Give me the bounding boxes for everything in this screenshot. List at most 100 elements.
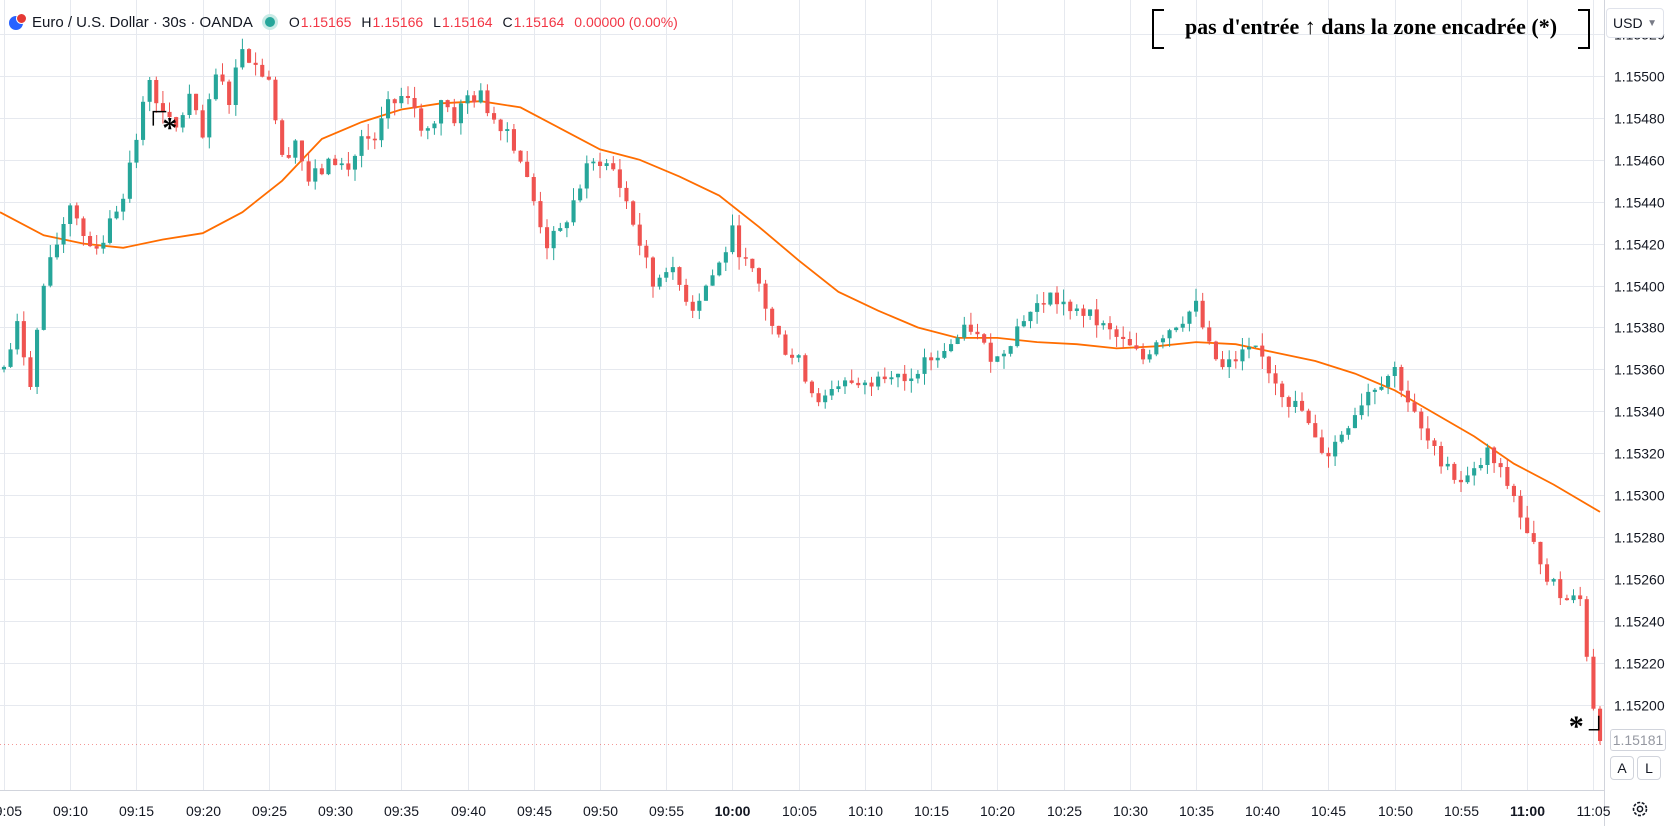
candle-body <box>1273 373 1278 384</box>
candle-body <box>101 242 106 249</box>
candle <box>869 376 874 396</box>
candle <box>134 133 139 169</box>
candle <box>1074 304 1079 316</box>
gear-icon[interactable] <box>1629 798 1651 820</box>
candle <box>247 48 252 64</box>
candle <box>386 91 391 129</box>
time-tick-label: 09:25 <box>252 803 287 819</box>
candle-body <box>425 128 430 131</box>
candle <box>1452 462 1457 484</box>
candle <box>1598 706 1603 745</box>
candle-body <box>604 163 609 166</box>
candle <box>1094 299 1099 338</box>
candle-body <box>836 386 841 389</box>
candle <box>1260 333 1265 369</box>
candle <box>425 126 430 140</box>
candle-body <box>511 129 516 151</box>
candle-body <box>525 161 530 177</box>
candle <box>1584 596 1589 662</box>
candle <box>114 205 119 220</box>
candle <box>1021 315 1026 328</box>
candle <box>1386 374 1391 395</box>
symbol-header[interactable]: Euro / U.S. Dollar · 30s · OANDA O1.1516… <box>8 8 678 36</box>
candle-body <box>631 201 636 225</box>
candle-body <box>478 90 483 103</box>
candle <box>313 159 318 190</box>
candle-body <box>127 162 132 199</box>
candle <box>1008 345 1013 357</box>
candle <box>339 157 344 170</box>
candle-body <box>366 136 371 139</box>
currency-selector[interactable]: USD ▼ <box>1606 8 1664 38</box>
candle-body <box>1233 359 1238 362</box>
candle-body <box>266 76 271 80</box>
candle-body <box>796 355 801 358</box>
candle <box>915 370 920 384</box>
candle <box>962 316 967 341</box>
candle-body <box>233 67 238 105</box>
price-axis-bg <box>1604 0 1674 826</box>
candle-body <box>492 113 497 120</box>
candle <box>624 181 629 209</box>
ohlc-value: 1.15164 <box>513 14 565 30</box>
candle-body <box>1114 329 1119 337</box>
candle <box>1518 490 1523 530</box>
candle <box>1412 393 1417 413</box>
candle-body <box>180 115 185 128</box>
candle <box>1511 483 1516 503</box>
candle-body <box>949 344 954 352</box>
price-tick-label: 1.15480 <box>1614 111 1665 127</box>
candle <box>121 193 126 221</box>
candle <box>1180 316 1185 332</box>
candle-body <box>54 244 59 258</box>
candle-body <box>1088 309 1093 316</box>
candle <box>783 330 788 356</box>
time-tick-label: 10:20 <box>980 803 1015 819</box>
candle-body <box>35 329 40 387</box>
auto-scale-button[interactable]: A <box>1610 756 1634 780</box>
candle <box>1359 393 1364 420</box>
candle <box>28 351 33 390</box>
candle <box>1207 320 1212 345</box>
candle <box>1425 416 1430 449</box>
currency-label: USD <box>1613 15 1643 31</box>
candle <box>1121 326 1126 349</box>
candle <box>942 343 947 359</box>
candle-body <box>730 225 735 253</box>
candle <box>1015 318 1020 348</box>
log-scale-button[interactable]: L <box>1637 756 1661 780</box>
candle <box>333 154 338 166</box>
candle <box>1372 388 1377 405</box>
time-tick-label: 09:55 <box>649 803 684 819</box>
candle <box>187 84 192 119</box>
candle <box>1498 458 1503 478</box>
candle-body <box>703 285 708 301</box>
asterisk-marker-bottom: * <box>1569 710 1584 743</box>
candle-body <box>326 158 331 175</box>
symbol-title[interactable]: Euro / U.S. Dollar · 30s · OANDA <box>32 13 253 31</box>
candle-body <box>472 95 477 103</box>
candle <box>227 79 232 114</box>
candle-body <box>869 382 874 387</box>
candle <box>697 293 702 320</box>
candle <box>737 214 742 270</box>
candle-body <box>260 64 265 77</box>
candle-body <box>664 272 669 278</box>
candle-body <box>1194 300 1199 312</box>
candle-body <box>750 258 755 269</box>
candle <box>1432 438 1437 456</box>
candle-body <box>505 129 510 131</box>
candle-body <box>995 356 1000 362</box>
candle <box>631 200 636 227</box>
candle-body <box>379 118 384 141</box>
candle-body <box>1386 376 1391 387</box>
candle-body <box>518 150 523 162</box>
candle <box>293 139 298 164</box>
time-tick-label: 11:05 <box>1577 803 1611 819</box>
candle <box>74 202 79 226</box>
candle-body <box>339 163 344 166</box>
candle <box>260 58 265 78</box>
candle <box>465 90 470 114</box>
candle <box>1266 355 1271 384</box>
